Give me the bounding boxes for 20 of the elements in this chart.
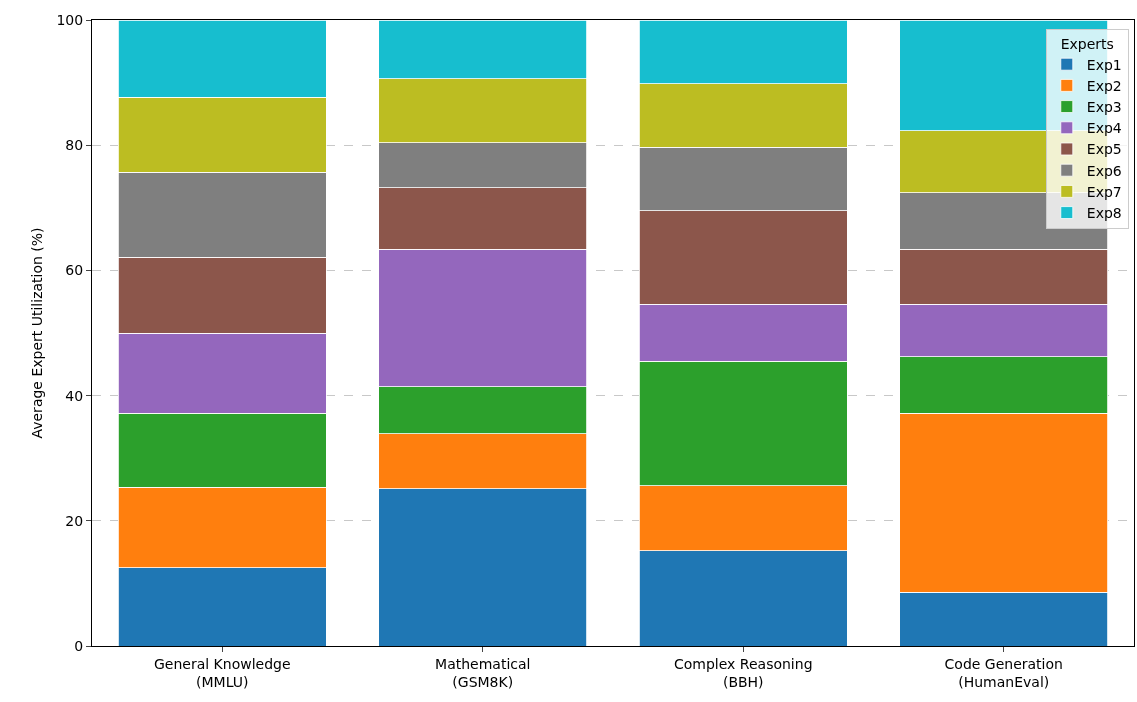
legend-label: Exp2 <box>1086 77 1122 94</box>
y-tick-label: 100 <box>56 11 84 28</box>
y-tick-label: 80 <box>65 137 84 154</box>
y-tick-label: 40 <box>65 387 84 404</box>
legend-label: Exp7 <box>1086 183 1122 200</box>
y-axis-title: Average Expert Utilization (%) <box>29 227 46 439</box>
legend-title: Experts <box>1060 35 1114 52</box>
legend-label: Exp4 <box>1086 120 1122 137</box>
legend-label: Exp5 <box>1086 141 1122 158</box>
y-tick-label: 0 <box>74 637 84 654</box>
x-tick-label: General Knowledge (MMLU) <box>153 655 291 690</box>
legend-label: Exp1 <box>1086 56 1122 73</box>
x-tick-label: Mathematical (GSM8K) <box>435 655 531 690</box>
y-tick-label: 20 <box>65 512 84 529</box>
legend-label: Exp6 <box>1086 162 1122 179</box>
y-tick-label: 60 <box>65 262 84 279</box>
legend-label: Exp3 <box>1086 99 1122 116</box>
legend-label: Exp8 <box>1086 205 1122 222</box>
x-tick-label: Code Generation (HumanEval) <box>944 655 1063 690</box>
x-tick-label: Complex Reasoning (BBH) <box>673 655 813 690</box>
